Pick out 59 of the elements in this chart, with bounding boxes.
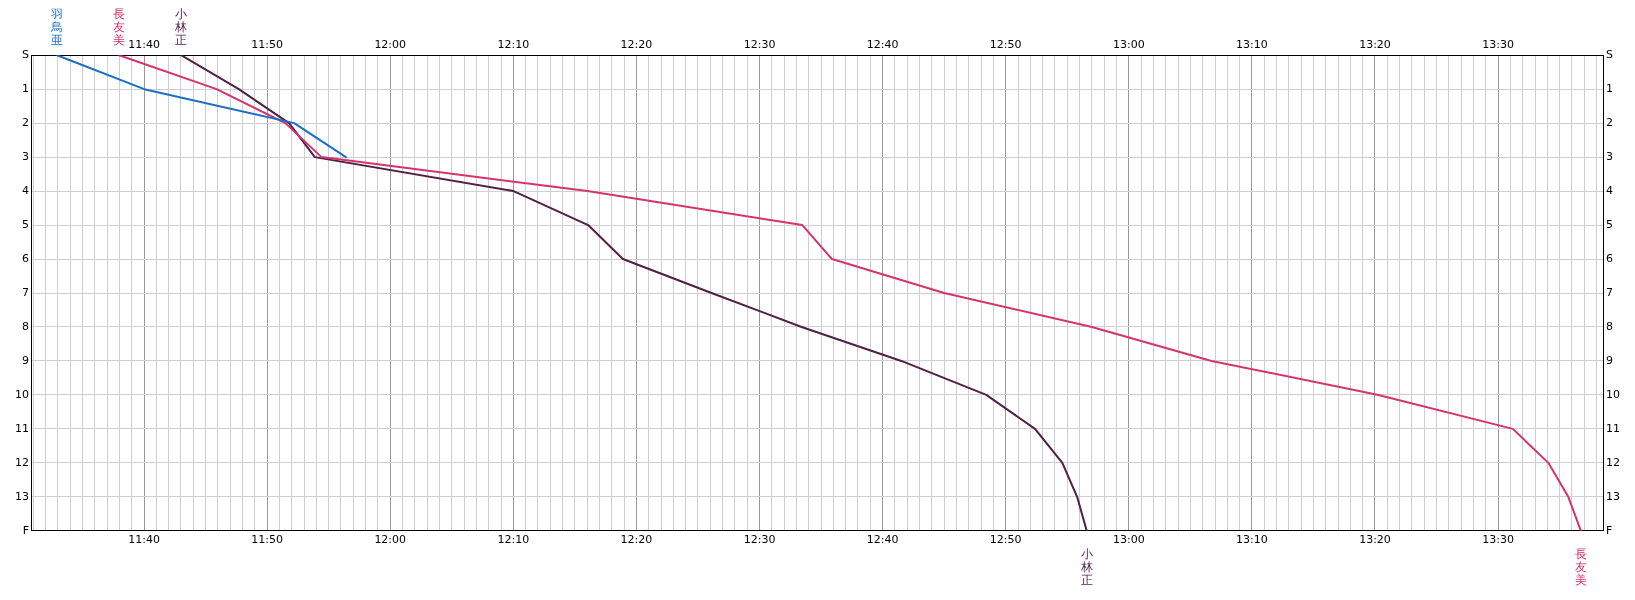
x2-tick-label: 12:10 [497, 38, 530, 52]
y2-tick-label: F [1606, 523, 1613, 537]
x-tick-label: 13:20 [1359, 533, 1391, 547]
y2-tick-label: 9 [1606, 353, 1613, 367]
y-tick-label: 7 [22, 285, 29, 299]
y-tick-label: 3 [22, 149, 29, 163]
y2-tick-label: 8 [1606, 319, 1613, 333]
y-tick-label: 9 [22, 353, 29, 367]
y2-tick-label: 4 [1606, 183, 1613, 197]
y-tick-label: 2 [22, 116, 29, 129]
x-tick-label: 13:10 [1236, 533, 1268, 547]
y2-tick-label: 3 [1606, 149, 1613, 163]
y-tick-label: 10 [15, 387, 29, 401]
x2-tick-label: 12:40 [866, 38, 899, 52]
x2-tick-label: 11:40 [128, 38, 160, 52]
x-tick-label: 12:40 [866, 533, 899, 547]
y-tick-label: F [22, 523, 29, 537]
y-tick-label: 4 [22, 183, 29, 197]
x-tick-label: 13:30 [1482, 533, 1514, 547]
x-tick-label: 12:00 [374, 533, 407, 547]
y2-tick-label: 5 [1606, 217, 1613, 231]
x2-tick-label: 12:30 [743, 38, 776, 52]
x-tick-label: 11:40 [128, 533, 160, 547]
x-tick-label: 12:50 [989, 533, 1022, 547]
y2-tick-label: 12 [1606, 455, 1620, 469]
x2-tick-label: 12:20 [620, 38, 653, 52]
y2-tick-label: 10 [1606, 387, 1620, 401]
y2-tick-label: 13 [1606, 489, 1620, 503]
text: 長友美 [1574, 546, 1587, 587]
x2-tick-label: 13:30 [1482, 38, 1514, 52]
y2-tick-label: S [1606, 48, 1613, 62]
y2-tick-label: 1 [1606, 82, 1613, 96]
x2-tick-label: 11:50 [251, 38, 283, 52]
y-tick-label: 12 [15, 455, 29, 469]
y-tick-label: 6 [22, 251, 29, 265]
x2-tick-label: 13:00 [1112, 38, 1145, 52]
series-label: 長友美 [113, 7, 126, 48]
y-tick-label: 1 [22, 82, 29, 96]
x-tick-label: 12:10 [497, 533, 530, 547]
x2-tick-label: 13:20 [1359, 38, 1391, 52]
x2-tick-label: 12:50 [989, 38, 1022, 52]
x-tick-label: 13:00 [1112, 533, 1145, 547]
series-label: 羽鳥亜 [50, 7, 64, 48]
y-tick-label: 8 [22, 319, 29, 333]
y2-tick-label: 11 [1606, 421, 1620, 435]
x2-tick-label: 13:10 [1236, 38, 1268, 52]
x-tick-label: 12:20 [620, 533, 653, 547]
y-tick-label: 11 [15, 421, 29, 435]
text: 小林正 [1080, 546, 1093, 587]
y-tick-label: 5 [22, 217, 29, 231]
y2-tick-label: 2 [1606, 116, 1613, 129]
x-tick-label: 12:30 [743, 533, 776, 547]
x-tick-label: 11:50 [251, 533, 283, 547]
y2-tick-label: 6 [1606, 251, 1613, 265]
series-label: 小林正 [174, 7, 188, 48]
x2-tick-label: 12:00 [374, 38, 407, 52]
y-tick-label: S [22, 48, 30, 62]
y-tick-label: 13 [15, 489, 29, 503]
y2-tick-label: 7 [1606, 285, 1613, 299]
